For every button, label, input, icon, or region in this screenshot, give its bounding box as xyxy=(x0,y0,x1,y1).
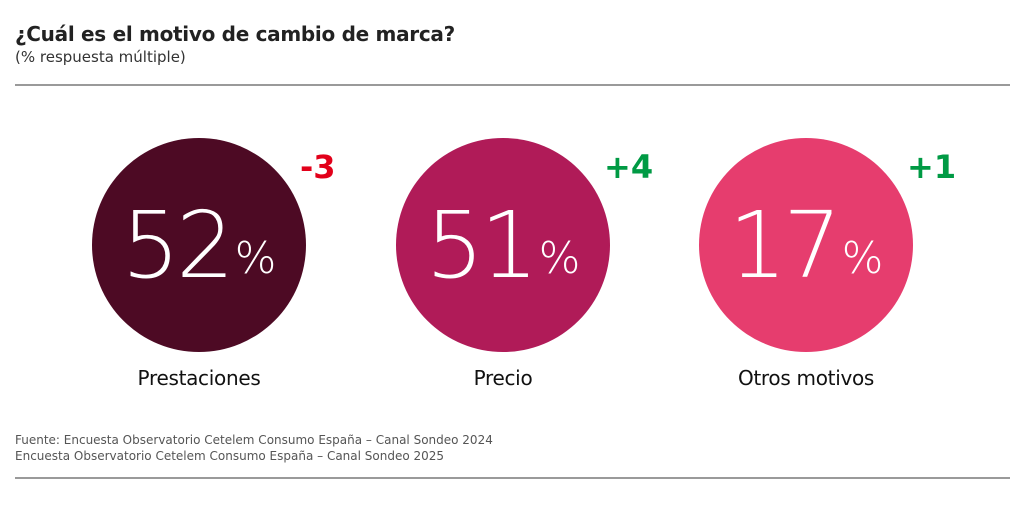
value-bubble: 17% xyxy=(699,138,913,352)
chart-title: ¿Cuál es el motivo de cambio de marca? xyxy=(15,22,455,46)
change-label: +1 xyxy=(907,148,957,186)
source-line-1: Fuente: Encuesta Observatorio Cetelem Co… xyxy=(15,433,493,447)
source-note: Fuente: Encuesta Observatorio Cetelem Co… xyxy=(15,432,493,464)
kpi-item: 52% -3 Prestaciones xyxy=(92,138,336,390)
kpi-item: 17% +1 Otros motivos xyxy=(699,138,956,390)
category-label: Precio xyxy=(473,366,533,390)
value-bubble: 51% xyxy=(396,138,610,352)
chart-subtitle: (% respuesta múltiple) xyxy=(15,48,186,66)
bottom-divider xyxy=(15,477,1010,479)
percent-sign: % xyxy=(538,232,581,284)
source-line-2: Encuesta Observatorio Cetelem Consumo Es… xyxy=(15,449,445,463)
change-label: +4 xyxy=(604,148,654,186)
top-divider xyxy=(15,84,1010,86)
percent-sign: % xyxy=(841,232,884,284)
kpi-item: 51% +4 Precio xyxy=(396,138,653,390)
category-label: Prestaciones xyxy=(137,366,261,390)
value-label: 17 xyxy=(728,191,842,299)
value-bubble: 52% xyxy=(92,138,306,352)
percent-sign: % xyxy=(234,232,277,284)
change-label: -3 xyxy=(300,148,336,186)
value-label: 51 xyxy=(425,191,539,299)
category-label: Otros motivos xyxy=(737,366,875,390)
value-label: 52 xyxy=(121,191,235,299)
